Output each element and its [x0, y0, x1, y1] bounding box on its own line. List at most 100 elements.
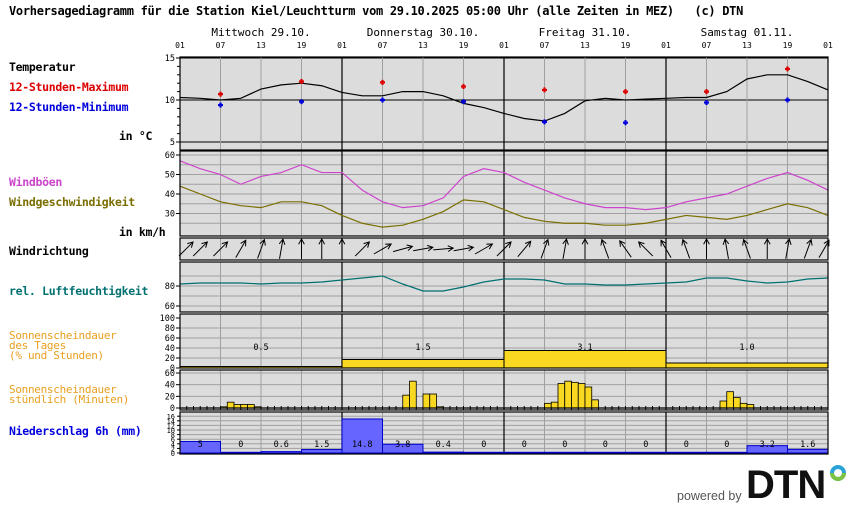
sun-hourly-bar	[564, 380, 572, 409]
precip-value: 0	[481, 440, 486, 450]
day-label: Donnerstag 30.10.	[367, 26, 480, 39]
precip-value: 0	[724, 440, 729, 450]
svg-text:20: 20	[165, 354, 175, 364]
wind-arrow-icon	[660, 239, 672, 258]
svg-text:60: 60	[165, 302, 175, 312]
svg-text:80: 80	[165, 324, 175, 334]
max12-marker	[785, 66, 790, 72]
wind-arrow-icon	[637, 241, 654, 257]
svg-text:40: 40	[165, 381, 175, 391]
wind-arrow-icon	[763, 237, 771, 259]
sun-hourly-bar	[402, 394, 410, 409]
min12-marker	[218, 102, 223, 108]
sun-hourly-bar	[733, 397, 741, 409]
precip-bar	[220, 451, 262, 454]
hour-tick: 07	[378, 41, 388, 50]
svg-text:60: 60	[165, 369, 175, 379]
wind-arrow-icon	[392, 244, 414, 253]
precip-bar	[301, 449, 343, 454]
svg-text:2: 2	[171, 445, 175, 453]
sun-daily-value: 1.5	[415, 343, 430, 353]
svg-text:12: 12	[167, 422, 175, 430]
svg-text:0: 0	[171, 450, 175, 458]
sun-hourly-bar	[409, 380, 417, 409]
wind-arrow-icon	[703, 237, 710, 259]
precip-value: 0.6	[274, 440, 289, 450]
max12-marker	[299, 79, 304, 85]
svg-text:15: 15	[165, 54, 175, 64]
day-label: Freitag 31.10.	[539, 26, 632, 39]
hour-tick: 13	[742, 41, 752, 50]
hour-tick: 13	[418, 41, 428, 50]
precip-value: 0	[643, 440, 648, 450]
wind-arrow-icon	[600, 238, 610, 259]
hour-tick: 13	[256, 41, 266, 50]
min12-marker	[623, 120, 628, 126]
temp-unit-label: in °C	[119, 129, 153, 143]
sun-hourly-bar	[739, 402, 748, 409]
precip-bar	[422, 451, 464, 454]
wind-arrow-icon	[785, 238, 792, 259]
sun-daily-value: 1.0	[739, 343, 754, 353]
precip-value: 0	[603, 440, 608, 450]
wind-arrow-icon	[338, 237, 346, 259]
precip-bar	[463, 451, 505, 454]
wind-arrow-icon	[562, 238, 569, 259]
wind-arrow-icon	[803, 238, 813, 259]
max12-marker	[461, 84, 466, 90]
hour-tick: 07	[540, 41, 550, 50]
precip-bar	[503, 451, 545, 454]
max12-marker	[542, 87, 547, 93]
hour-tick: 07	[216, 41, 226, 50]
svg-text:6: 6	[171, 436, 175, 444]
svg-text:30: 30	[165, 210, 175, 220]
wind-arrow-icon	[278, 238, 286, 259]
svg-text:0: 0	[170, 364, 175, 374]
svg-text:40: 40	[165, 344, 175, 354]
wind-arrow-icon	[619, 239, 632, 258]
min12-marker	[785, 97, 790, 103]
precip-value: 0	[562, 440, 567, 450]
sun-hourly-label: Sonnenscheindauer stündlich (Minuten)	[9, 383, 130, 406]
max12-marker	[380, 79, 385, 85]
sun-hourly-bar	[571, 381, 579, 409]
sun-daily-value: 0.5	[253, 343, 268, 353]
sun-hourly-bar	[719, 400, 728, 409]
wind-speed-line	[179, 185, 829, 228]
sun-daily-bar	[665, 362, 829, 369]
precip-value: 3.2	[760, 440, 775, 450]
dtn-logo-text: DTN	[746, 463, 826, 507]
precip-bar	[584, 451, 626, 454]
wind-arrow-icon	[517, 240, 532, 257]
temperature-label: Temperatur	[9, 60, 76, 74]
day-label: Mittwoch 29.10.	[211, 26, 310, 39]
sun-hourly-bar	[429, 393, 437, 409]
sun-hourly-bar	[584, 386, 593, 409]
wind-speed-label: Windgeschwindigkeit	[9, 195, 135, 209]
wind-arrow-icon	[413, 244, 434, 252]
max12-marker	[623, 89, 628, 95]
min12-marker	[299, 99, 304, 105]
precip-value: 0.4	[436, 440, 451, 450]
sun-hourly-bar	[422, 393, 431, 409]
wind-arrow-icon	[540, 238, 550, 259]
svg-text:20: 20	[165, 392, 175, 402]
svg-text:8: 8	[171, 432, 175, 440]
precip-value: 5	[198, 440, 203, 450]
precip-value: 0	[684, 440, 689, 450]
svg-text:100: 100	[160, 314, 175, 324]
hour-tick: 07	[702, 41, 712, 50]
wind-arrow-icon	[318, 237, 326, 259]
svg-text:10: 10	[165, 96, 175, 106]
svg-text:4: 4	[171, 441, 175, 449]
precip-value: 1.6	[800, 440, 815, 450]
sun-hourly-bar	[577, 383, 586, 409]
hour-tick: 13	[580, 41, 590, 50]
wind-arrow-icon	[373, 243, 393, 255]
gusts-line	[179, 160, 829, 211]
wind-arrow-icon	[453, 244, 475, 252]
sun-hourly-bar	[226, 401, 235, 409]
wind-arrow-icon	[213, 241, 229, 257]
sun-hourly-bar	[550, 401, 559, 409]
wind-unit-label: in km/h	[119, 225, 166, 239]
